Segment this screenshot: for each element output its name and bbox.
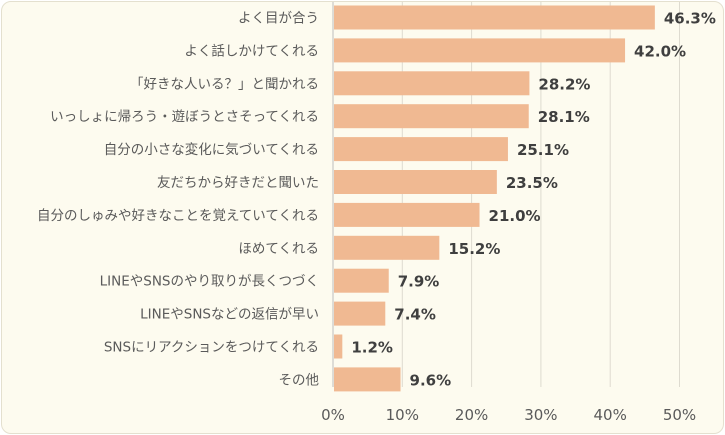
data-label: 42.0% — [634, 42, 686, 60]
data-label: 21.0% — [489, 207, 541, 225]
data-label: 7.9% — [398, 273, 440, 291]
data-label: 28.2% — [538, 75, 590, 93]
category-label: 「好きな人いる？」と聞かれる — [130, 76, 319, 92]
data-label: 28.1% — [538, 108, 590, 126]
data-label: 23.5% — [506, 174, 558, 192]
category-label: 自分の小さな変化に気づいてくれる — [104, 141, 319, 158]
category-label: SNSにリアクションをつけてくれる — [104, 340, 319, 356]
bar — [334, 137, 508, 162]
bars — [334, 5, 655, 392]
x-tick-label: 20% — [455, 406, 488, 424]
data-label: 25.1% — [517, 141, 569, 159]
bar — [334, 334, 343, 359]
bar — [334, 268, 389, 293]
x-tick-label: 10% — [386, 406, 419, 424]
category-label: よく話しかけてくれる — [184, 42, 319, 59]
category-label: LINEやSNSのやり取りが長くつづく — [100, 274, 319, 290]
bar — [334, 367, 401, 392]
x-tick-label: 50% — [663, 406, 696, 424]
x-tick-label: 40% — [594, 406, 627, 424]
bar — [334, 104, 529, 129]
data-label: 7.4% — [394, 306, 436, 324]
x-tick-label: 0% — [321, 406, 345, 424]
category-label: いっしょに帰ろう・遊ぼうとさそってくれる — [50, 108, 319, 125]
bar — [334, 71, 530, 96]
grid-lines — [332, 2, 680, 387]
labels: 0% 10% 20% 30% 40% 50% よく目が合う 46.3% よく話しかけてくれる 42… — [37, 10, 716, 425]
bar — [334, 38, 626, 63]
category-label: 友だちから好きだと聞いた — [157, 175, 319, 191]
data-label: 1.2% — [351, 339, 393, 357]
bar — [334, 5, 655, 30]
category-label: よく目が合う — [238, 11, 319, 27]
category-label: LINEやSNSなどの返信が早い — [140, 307, 319, 323]
bar — [334, 235, 440, 260]
data-label: 46.3% — [664, 10, 716, 28]
x-tick-label: 30% — [524, 406, 557, 424]
bar — [334, 170, 497, 194]
data-label: 15.2% — [448, 240, 500, 258]
category-label: その他 — [279, 372, 320, 388]
data-label: 9.6% — [410, 371, 452, 389]
bar — [334, 301, 386, 326]
category-label: ほめてくれる — [238, 241, 319, 257]
category-label: 自分のしゅみや好きなことを覚えていてくれる — [37, 208, 319, 224]
bar — [334, 202, 480, 227]
